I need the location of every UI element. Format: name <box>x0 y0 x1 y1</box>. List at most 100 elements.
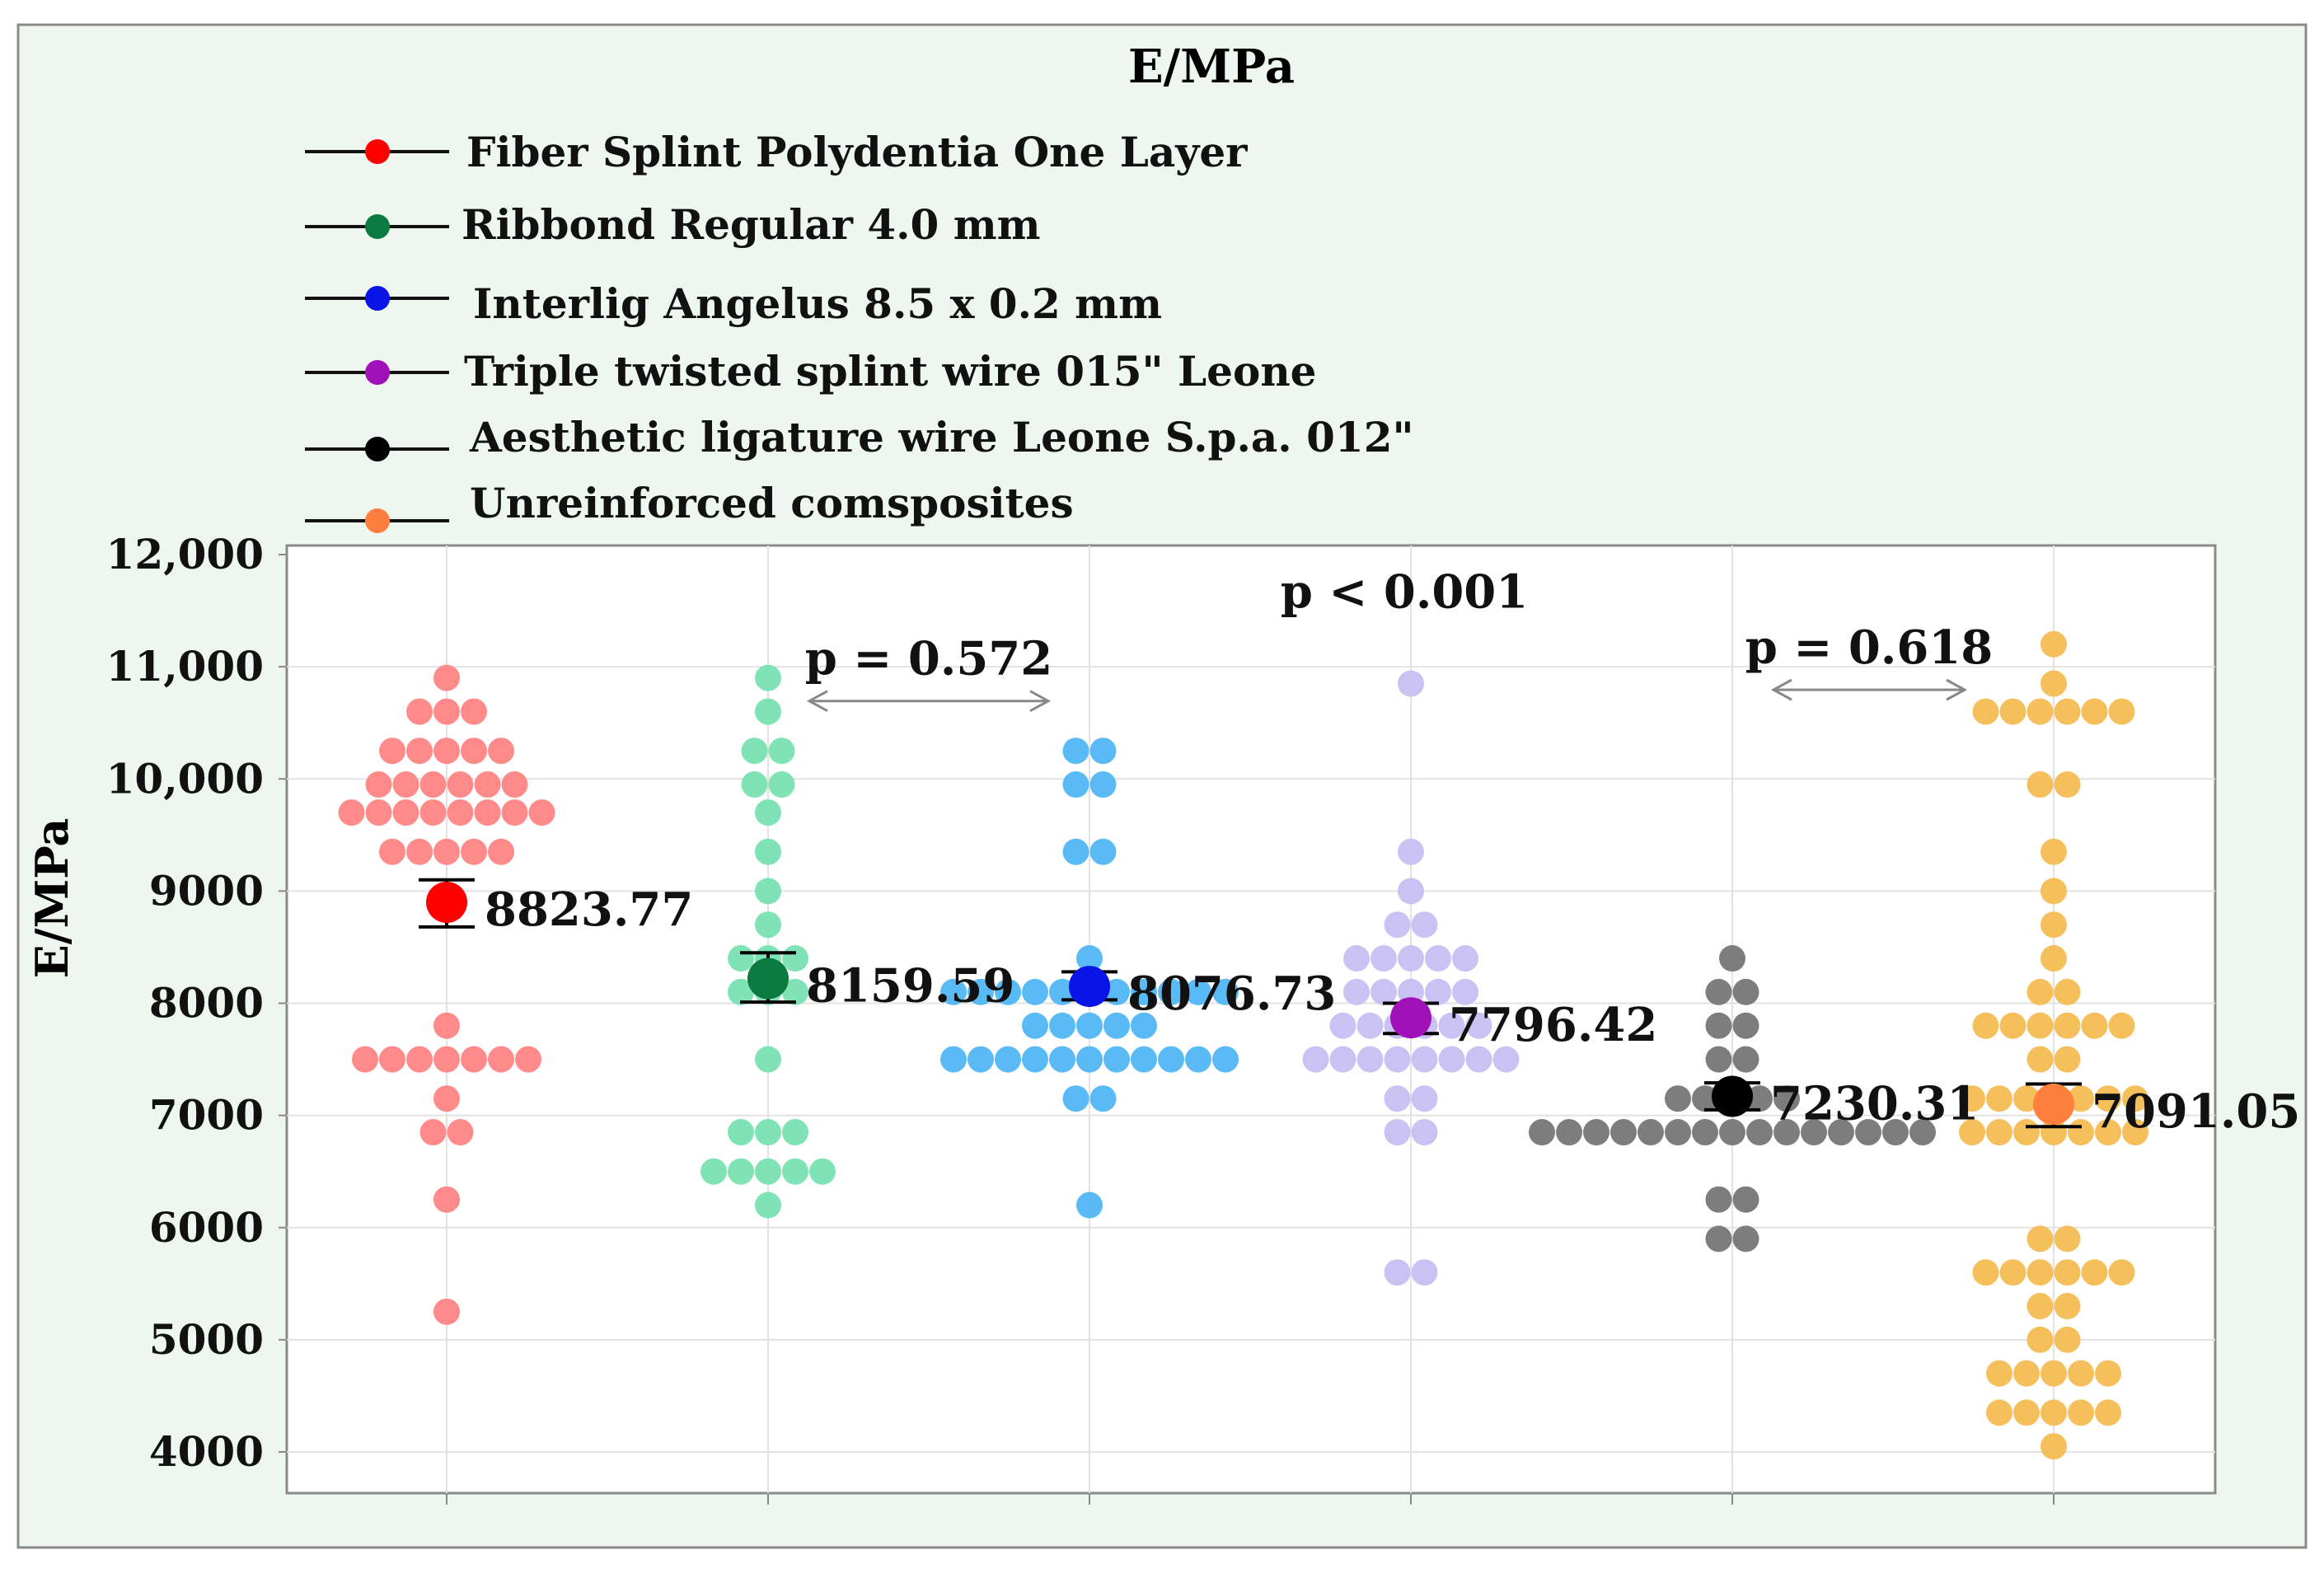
data-point <box>728 945 754 972</box>
data-point <box>1158 1046 1184 1073</box>
data-point <box>1089 771 1117 798</box>
data-point <box>433 1012 460 1039</box>
data-point <box>755 799 781 826</box>
data-point <box>1411 1119 1438 1146</box>
data-point <box>501 771 528 798</box>
data-point <box>1465 1012 1492 1039</box>
data-point <box>968 978 994 1005</box>
data-point <box>406 737 433 765</box>
data-point <box>1158 978 1184 1005</box>
data-point <box>1212 1046 1239 1073</box>
data-point <box>2041 1360 2067 1387</box>
data-point <box>1089 838 1117 865</box>
data-point <box>755 911 781 939</box>
data-point <box>1610 1119 1637 1146</box>
data-point <box>488 838 514 865</box>
data-point <box>392 771 419 798</box>
data-point <box>2122 1119 2148 1146</box>
data-point <box>741 771 768 798</box>
data-point <box>755 1119 781 1146</box>
data-point <box>1062 838 1089 865</box>
y-tick-label: 10,000 <box>106 754 264 803</box>
legend-label-4: Aesthetic ligature wire Leone S.p.a. 012… <box>469 413 1414 461</box>
data-point <box>741 737 768 765</box>
data-point <box>2054 1293 2081 1320</box>
data-point <box>755 1158 781 1185</box>
legend-label-5: Unreinforced comsposites <box>470 479 1074 527</box>
y-tick-label: 11,000 <box>106 642 264 691</box>
grid-lines <box>287 546 2215 1493</box>
data-point <box>755 1046 781 1073</box>
legend-marker-5 <box>365 508 390 533</box>
data-point <box>1343 945 1370 972</box>
legend: Fiber Splint Polydentia One Layer Ribbon… <box>305 128 1414 533</box>
legend-label-0: Fiber Splint Polydentia One Layer <box>466 128 1248 176</box>
data-point <box>1438 1012 1465 1039</box>
y-tick-label: 9000 <box>149 866 264 915</box>
arrow-head-left <box>1770 678 1792 701</box>
data-point <box>1665 1119 1691 1146</box>
data-point <box>1076 945 1103 972</box>
data-point <box>1732 978 1759 1005</box>
data-point <box>2013 1399 2040 1426</box>
data-point <box>1076 1046 1103 1073</box>
y-tick-label: 6000 <box>149 1203 264 1252</box>
data-point <box>1986 1399 2012 1426</box>
data-point <box>1185 1046 1211 1073</box>
data-point <box>1999 698 2026 725</box>
data-point <box>1465 1046 1492 1073</box>
data-point <box>1062 1085 1089 1112</box>
data-point <box>1492 1046 1520 1073</box>
data-point <box>1384 1085 1411 1112</box>
data-point <box>1705 1012 1732 1039</box>
arrow-head-right <box>1029 690 1052 713</box>
data-point <box>406 1046 433 1073</box>
p-value-label: p = 0.618 <box>1745 620 1993 675</box>
data-point <box>1384 1046 1411 1073</box>
data-point <box>1692 1119 1718 1146</box>
mean-marker <box>2033 1084 2074 1126</box>
legend-marker-0 <box>365 139 390 164</box>
data-point <box>2041 838 2067 865</box>
data-point <box>2095 1360 2121 1387</box>
data-point <box>1705 1186 1732 1213</box>
data-point <box>1343 978 1370 1005</box>
data-point <box>1411 1085 1438 1112</box>
data-point <box>2026 978 2054 1005</box>
data-point <box>2108 1259 2135 1286</box>
data-point <box>728 1119 754 1146</box>
data-point <box>2041 630 2067 658</box>
data-point <box>433 737 460 765</box>
data-point <box>728 978 754 1005</box>
mean-value-label: 8159.59 <box>806 959 1014 1014</box>
data-point <box>2068 1119 2094 1146</box>
data-point <box>1411 911 1438 939</box>
y-tick-label: 7000 <box>149 1091 264 1140</box>
data-point <box>1329 1046 1356 1073</box>
mean-value-label: 7230.31 <box>1770 1076 1979 1131</box>
data-point <box>1425 978 1451 1005</box>
data-point <box>1302 1046 1329 1073</box>
legend-label-2: Interlig Angelus 8.5 x 0.2 mm <box>473 279 1162 328</box>
legend-entry: Unreinforced comsposites <box>305 479 1074 533</box>
data-point <box>1356 1046 1384 1073</box>
data-point <box>1452 978 1478 1005</box>
data-point <box>419 771 447 798</box>
data-point <box>461 1046 487 1073</box>
data-point <box>1882 1119 1909 1146</box>
data-point <box>447 771 474 798</box>
data-point <box>1062 737 1089 765</box>
mean-marker <box>1390 997 1431 1039</box>
data-point <box>2081 698 2108 725</box>
data-point <box>1103 1012 1130 1039</box>
data-point <box>2054 1012 2081 1039</box>
data-point <box>1049 1012 1075 1039</box>
data-point <box>728 1158 754 1185</box>
data-point <box>433 698 460 725</box>
legend-entry: Triple twisted splint wire 015" Leone <box>305 347 1317 396</box>
mean-marker <box>426 881 467 923</box>
data-point <box>528 799 555 826</box>
data-point <box>1062 771 1089 798</box>
data-point <box>1746 1085 1773 1112</box>
data-point <box>419 799 447 826</box>
